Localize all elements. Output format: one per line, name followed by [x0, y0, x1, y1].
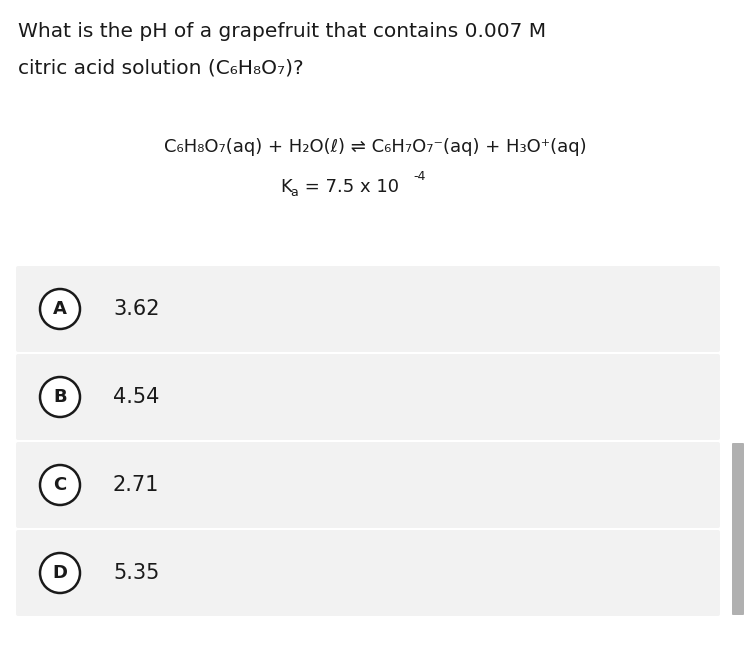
Text: 4.54: 4.54 — [113, 387, 159, 407]
Text: citric acid solution (C₆H₈O₇)?: citric acid solution (C₆H₈O₇)? — [18, 58, 304, 77]
Text: What is the pH of a grapefruit that contains 0.007 M: What is the pH of a grapefruit that cont… — [18, 22, 546, 41]
Circle shape — [40, 289, 80, 329]
FancyBboxPatch shape — [16, 354, 720, 440]
Circle shape — [40, 377, 80, 417]
FancyBboxPatch shape — [16, 442, 720, 528]
Text: A: A — [53, 300, 67, 318]
FancyBboxPatch shape — [16, 530, 720, 616]
Text: 3.62: 3.62 — [113, 299, 160, 319]
Text: 2.71: 2.71 — [113, 475, 159, 495]
Text: K: K — [280, 178, 292, 196]
Text: -4: -4 — [413, 170, 425, 183]
Text: = 7.5 x 10: = 7.5 x 10 — [299, 178, 399, 196]
Text: D: D — [53, 564, 68, 582]
FancyBboxPatch shape — [16, 266, 720, 352]
Text: B: B — [53, 388, 67, 406]
FancyBboxPatch shape — [732, 443, 744, 615]
Text: a: a — [290, 186, 298, 199]
Circle shape — [40, 465, 80, 505]
Text: 5.35: 5.35 — [113, 563, 159, 583]
Text: C: C — [53, 476, 67, 494]
Circle shape — [40, 553, 80, 593]
Text: C₆H₈O₇(aq) + H₂O(ℓ) ⇌ C₆H₇O₇⁻(aq) + H₃O⁺(aq): C₆H₈O₇(aq) + H₂O(ℓ) ⇌ C₆H₇O₇⁻(aq) + H₃O⁺… — [164, 138, 586, 156]
